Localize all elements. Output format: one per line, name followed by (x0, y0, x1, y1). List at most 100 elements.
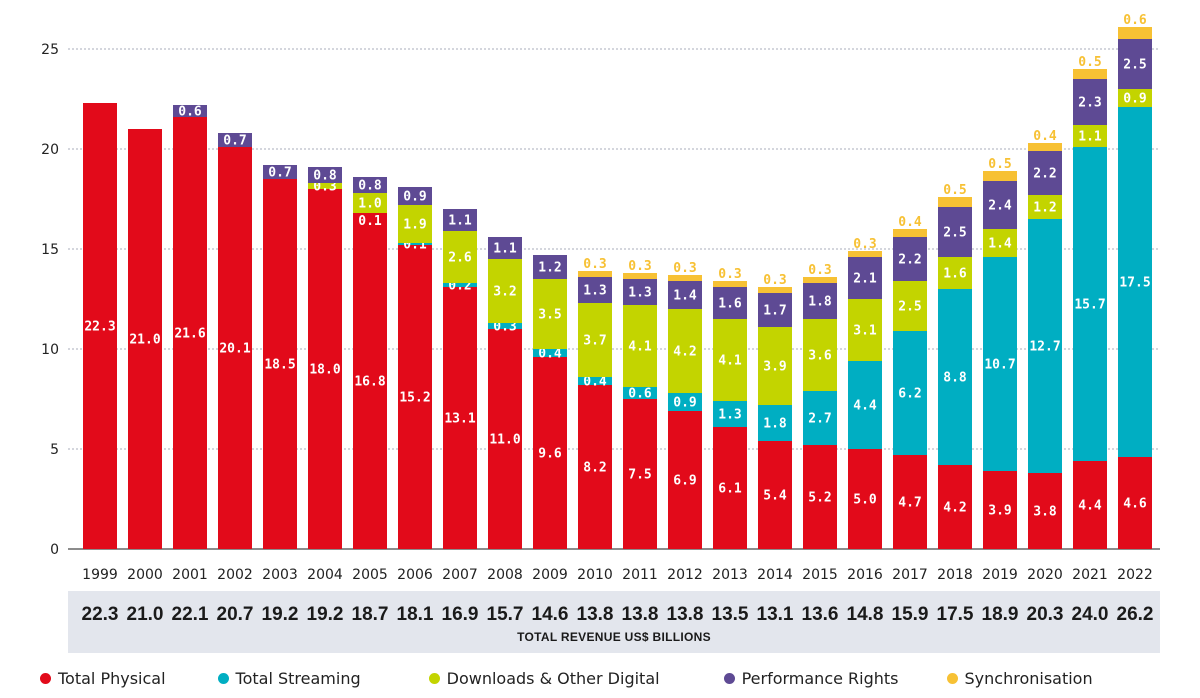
x-tick-label: 2021 (1072, 567, 1108, 583)
bar-stack-2005: 16.8 1.0 0.8 0.1 (353, 177, 387, 549)
data-label: 21.6 (174, 327, 205, 342)
bar-stack-2022: 4.6 17.5 0.9 2.5 0.6 (1118, 13, 1152, 549)
data-label: 0.6 (178, 105, 202, 120)
bar-stack-2020: 3.8 12.7 1.2 2.2 0.4 (1028, 129, 1062, 549)
bar-segment-synchronisation (623, 273, 657, 279)
data-label: 16.8 (354, 375, 385, 390)
legend-label: Total Physical (58, 668, 166, 688)
y-axis-ticks: 0 5 10 15 20 25 (41, 42, 59, 558)
bar-stack-2007: 13.10.22.61.1 (443, 209, 477, 549)
legend-swatch (217, 672, 229, 684)
bar-segment-performance-rights (173, 105, 207, 117)
x-tick-label: 2007 (442, 567, 478, 583)
bar-stack-2014: 5.4 1.8 3.9 1.7 0.3 (758, 273, 792, 549)
total-value: 13.5 (712, 604, 749, 625)
data-label: 3.1 (853, 324, 877, 339)
data-label: 12.7 (1029, 340, 1060, 355)
bar-segment-performance-rights (668, 281, 702, 309)
data-label: 0.3 (628, 259, 651, 274)
x-tick-label: 2016 (847, 567, 883, 583)
data-label: 8.2 (583, 461, 606, 476)
total-value: 18.7 (352, 604, 389, 625)
legend-label: Synchronisation (964, 668, 1093, 688)
data-label: 2.7 (808, 412, 831, 427)
data-label: 22.3 (84, 320, 115, 335)
x-tick-label: 2006 (397, 567, 433, 583)
data-label: 1.1 (493, 242, 517, 257)
total-value: 19.2 (262, 604, 299, 625)
bar-segment-total-streaming (848, 361, 882, 449)
x-tick-label: 2018 (937, 567, 973, 583)
data-label: 1.1 (1078, 130, 1102, 145)
data-label: 3.9 (988, 504, 1011, 519)
bar-segment-synchronisation (758, 287, 792, 293)
data-label: 10.7 (984, 358, 1015, 373)
bar-stack-2000: 21.0 (128, 129, 162, 549)
data-label: 21.0 (129, 333, 160, 348)
bar-segment-synchronisation (1028, 143, 1062, 151)
bar-segment-synchronisation (893, 229, 927, 237)
x-tick-label: 2002 (217, 567, 253, 583)
x-tick-label: 2009 (532, 567, 568, 583)
x-tick-label: 2011 (622, 567, 658, 583)
bar-segment-total-physical (128, 129, 162, 549)
bar-segment-performance-rights (488, 237, 522, 259)
bar-segment-total-streaming (1118, 107, 1152, 457)
data-label: 0.3 (493, 320, 516, 335)
total-value: 24.0 (1072, 604, 1109, 625)
bar-segment-performance-rights (938, 207, 972, 257)
bar-segment-total-physical (488, 329, 522, 549)
data-label: 4.1 (628, 340, 652, 355)
total-value: 18.9 (982, 604, 1019, 625)
bar-segment-total-streaming (533, 349, 567, 357)
legend: Total Physical Total Streaming Downloads &… (40, 666, 1093, 690)
data-label: 1.1 (448, 214, 472, 229)
data-label: 2.2 (1033, 167, 1056, 182)
bar-segment-synchronisation (1073, 69, 1107, 79)
data-label: 3.6 (808, 349, 832, 364)
data-label: 5.0 (853, 493, 877, 508)
bar-segment-total-streaming (623, 387, 657, 399)
data-label: 0.6 (1123, 13, 1147, 28)
data-label: 1.9 (403, 218, 426, 233)
bar-segment-downloads-other-digital (398, 205, 432, 243)
totals-caption: TOTAL REVENUE US$ BILLIONS (517, 630, 711, 644)
bar-segment-total-streaming (1028, 219, 1062, 473)
data-label: 18.0 (309, 363, 340, 378)
bar-stack-1999: 22.3 (83, 103, 117, 549)
x-tick-label: 2015 (802, 567, 838, 583)
bar-segment-downloads-other-digital (893, 281, 927, 331)
data-label: 15.7 (1074, 298, 1105, 313)
legend-swatch (40, 672, 51, 684)
bar-stack-2015: 5.2 2.7 3.6 1.8 0.3 (803, 263, 837, 549)
bar-stack-2017: 4.7 6.2 2.5 2.2 0.4 (893, 215, 927, 549)
bars: 22.321.0 21.60.620.10.718.50.718.00.30.81… (83, 13, 1152, 549)
bar-segment-downloads-other-digital (848, 299, 882, 361)
data-label: 0.3 (853, 237, 876, 252)
bar-segment-downloads-other-digital (1028, 195, 1062, 219)
bar-segment-downloads-other-digital (308, 183, 342, 189)
data-label: 0.9 (673, 396, 696, 411)
bar-segment-performance-rights (443, 209, 477, 231)
bar-segment-total-physical (173, 117, 207, 549)
data-label: 13.1 (444, 412, 475, 427)
data-label: 4.4 (1078, 499, 1102, 514)
total-value: 13.6 (802, 604, 839, 625)
bar-stack-2004: 18.0 0.30.8 (308, 167, 342, 549)
bar-segment-performance-rights (308, 167, 342, 183)
data-label: 7.5 (628, 468, 651, 483)
total-value: 26.2 (1117, 604, 1154, 625)
data-label: 1.8 (763, 417, 787, 432)
bar-segment-total-streaming (938, 289, 972, 465)
bar-segment-performance-rights (578, 277, 612, 303)
data-label: 0.5 (1078, 55, 1101, 70)
data-label: 0.5 (988, 157, 1011, 172)
bar-segment-total-physical (668, 411, 702, 549)
total-value: 13.1 (757, 604, 794, 625)
data-label: 4.6 (1123, 497, 1147, 512)
totals-band (68, 591, 1160, 653)
x-tick-label: 2003 (262, 567, 298, 583)
data-label: 1.3 (583, 284, 606, 299)
data-label: 4.2 (673, 345, 696, 360)
bar-segment-performance-rights (263, 165, 297, 179)
